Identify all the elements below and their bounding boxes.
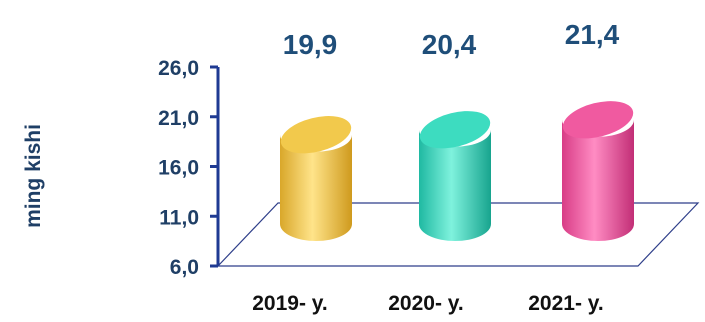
x-tick-label: 2020- y. bbox=[388, 292, 464, 315]
bar bbox=[419, 111, 491, 241]
x-axis-labels: 2019- y. 2020- y. 2021- y. bbox=[252, 292, 604, 315]
x-tick-label: 2021- y. bbox=[528, 292, 604, 315]
bar-top bbox=[419, 111, 491, 149]
y-axis-ticks: 6,0 11,0 16,0 21,0 26,0 bbox=[158, 57, 218, 279]
bar-body bbox=[562, 119, 634, 241]
bar-top bbox=[280, 116, 352, 154]
bar bbox=[562, 101, 634, 241]
y-tick-label: 11,0 bbox=[159, 206, 199, 229]
bar-value-label: 20,4 bbox=[422, 29, 477, 60]
bar-top bbox=[562, 101, 634, 139]
bar bbox=[280, 116, 352, 241]
y-axis-title: ming kishi bbox=[22, 124, 45, 228]
y-tick-label: 6,0 bbox=[170, 256, 199, 279]
value-labels: 19,9 20,4 21,4 bbox=[283, 19, 620, 60]
y-tick-label: 16,0 bbox=[158, 157, 199, 180]
x-tick-label: 2019- y. bbox=[252, 292, 328, 315]
y-tick-label: 21,0 bbox=[158, 107, 199, 130]
bar-body bbox=[280, 134, 352, 241]
bar-value-label: 19,9 bbox=[283, 29, 338, 60]
y-tick-label: 26,0 bbox=[158, 57, 199, 80]
bar-value-label: 21,4 bbox=[565, 19, 620, 50]
bar-body bbox=[419, 129, 491, 241]
bars-group bbox=[280, 101, 634, 241]
